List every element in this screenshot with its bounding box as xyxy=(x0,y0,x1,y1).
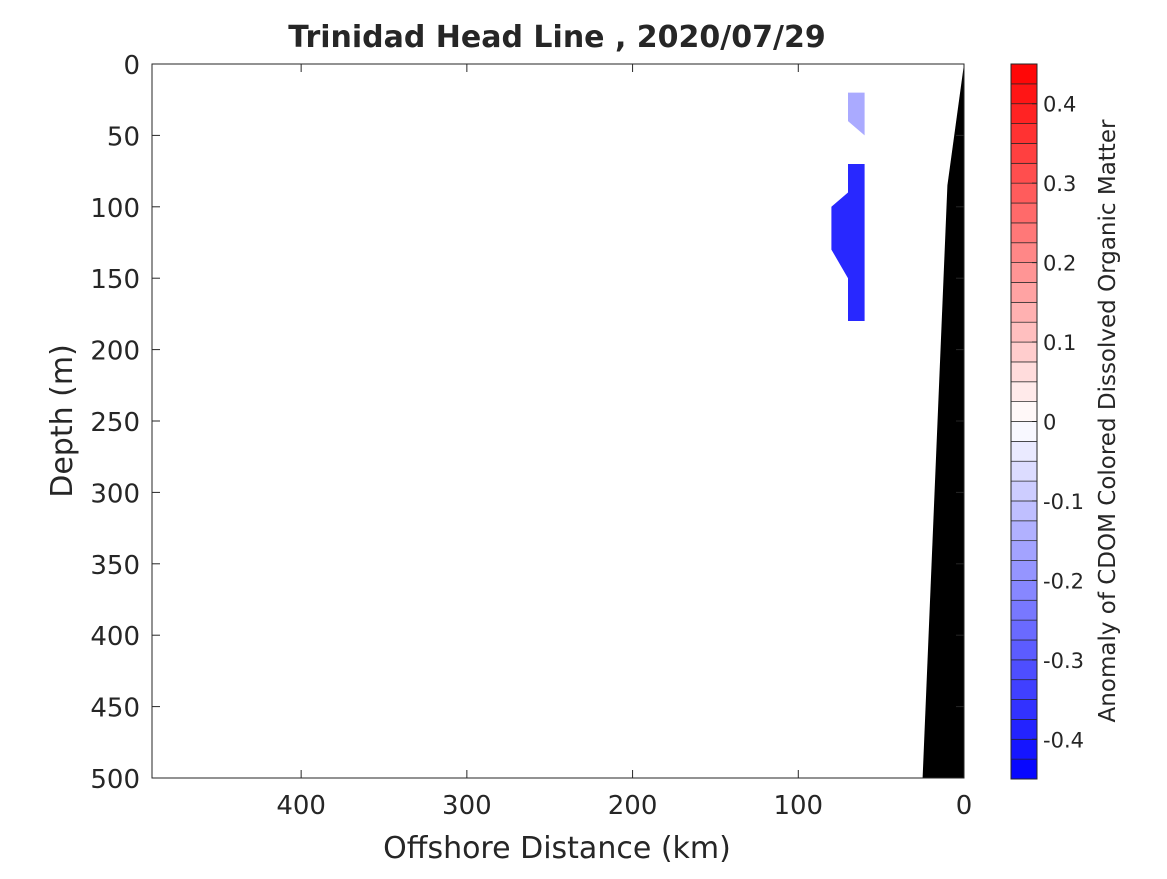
colorbar-tick-label: 0 xyxy=(1043,411,1056,435)
y-tick-label: 200 xyxy=(90,337,140,367)
colorbar-swatch xyxy=(1010,83,1038,105)
chart-title: Trinidad Head Line , 2020/07/29 xyxy=(288,20,825,55)
colorbar-swatch xyxy=(1010,341,1038,363)
y-tick-label: 300 xyxy=(90,479,140,509)
anomaly-region-2 xyxy=(831,164,865,321)
colorbar-swatch xyxy=(1010,421,1038,442)
colorbar-swatch xyxy=(1010,699,1038,720)
x-tick-label: 400 xyxy=(276,791,326,821)
colorbar-swatch xyxy=(1010,719,1038,740)
colorbar-tick-label: 0.3 xyxy=(1043,172,1076,196)
colorbar-swatch xyxy=(1010,480,1038,502)
colorbar-swatch xyxy=(1010,262,1038,283)
colorbar-swatch xyxy=(1010,103,1038,124)
colorbar-swatch xyxy=(1010,520,1038,542)
colorbar-swatch xyxy=(1010,321,1038,343)
seafloor-bathymetry xyxy=(922,64,964,778)
colorbar-tick-label: -0.4 xyxy=(1043,728,1084,752)
y-tick-label: 100 xyxy=(90,194,140,224)
colorbar-tick-label: 0.2 xyxy=(1043,252,1076,276)
anomaly-region-1 xyxy=(848,92,865,136)
colorbar-tick-label: 0.4 xyxy=(1043,93,1076,117)
colorbar-tick-label: 0.1 xyxy=(1043,331,1076,355)
colorbar-swatch xyxy=(1010,282,1038,303)
y-tick-label: 150 xyxy=(90,265,140,295)
colorbar-swatch xyxy=(1010,361,1038,383)
y-tick-label: 500 xyxy=(90,765,140,795)
y-tick-label: 400 xyxy=(90,622,140,652)
colorbar: 0.4 0.3 0.2 0.1 0 -0.1 -0.2 -0.3 -0.4 xyxy=(1010,63,1084,780)
x-tick-label: 200 xyxy=(608,791,658,821)
colorbar-tick-label: -0.1 xyxy=(1043,490,1084,514)
colorbar-swatch xyxy=(1010,758,1038,780)
x-tick-label: 0 xyxy=(956,791,973,821)
colorbar-tick-label: -0.2 xyxy=(1043,569,1084,593)
y-tick-label: 50 xyxy=(107,122,140,152)
x-axis-label: Offshore Distance (km) xyxy=(383,831,731,866)
colorbar-swatch xyxy=(1010,222,1038,244)
colorbar-swatch xyxy=(1010,619,1038,641)
colorbar-swatch xyxy=(1010,182,1038,204)
colorbar-swatch xyxy=(1010,460,1038,482)
colorbar-swatch xyxy=(1010,599,1038,621)
colorbar-swatch xyxy=(1010,162,1038,184)
colorbar-swatch xyxy=(1010,381,1038,402)
colorbar-label: Anomaly of CDOM Colored Dissolved Organi… xyxy=(1095,119,1121,722)
colorbar-swatch xyxy=(1010,301,1038,323)
colorbar-swatch xyxy=(1010,560,1038,581)
colorbar-swatch xyxy=(1010,143,1038,164)
colorbar-swatch xyxy=(1010,441,1038,462)
x-tick-label: 300 xyxy=(442,791,492,821)
y-tick-label: 0 xyxy=(123,51,140,81)
colorbar-swatch xyxy=(1010,242,1038,263)
y-tick-label: 450 xyxy=(90,694,140,724)
plot-area xyxy=(152,64,964,778)
y-tick-label: 250 xyxy=(90,408,140,438)
colorbar-swatch xyxy=(1010,401,1038,422)
colorbar-swatch xyxy=(1010,659,1038,681)
plot-background xyxy=(152,64,964,778)
colorbar-swatch xyxy=(1010,63,1038,85)
colorbar-swatch xyxy=(1010,123,1038,144)
x-tick-label: 100 xyxy=(773,791,823,821)
y-axis-label: Depth (m) xyxy=(45,344,80,498)
colorbar-swatch xyxy=(1010,639,1038,661)
colorbar-swatch xyxy=(1010,580,1038,601)
y-tick-label: 350 xyxy=(90,551,140,581)
axes: 0 50 100 150 200 250 300 350 400 450 500 400 300 200 1… xyxy=(90,51,972,821)
colorbar-swatch xyxy=(1010,738,1038,760)
colorbar-swatch xyxy=(1010,540,1038,561)
colorbar-swatch xyxy=(1010,500,1038,522)
colorbar-swatch xyxy=(1010,202,1038,224)
colorbar-tick-label: -0.3 xyxy=(1043,649,1084,673)
colorbar-swatch xyxy=(1010,679,1038,700)
